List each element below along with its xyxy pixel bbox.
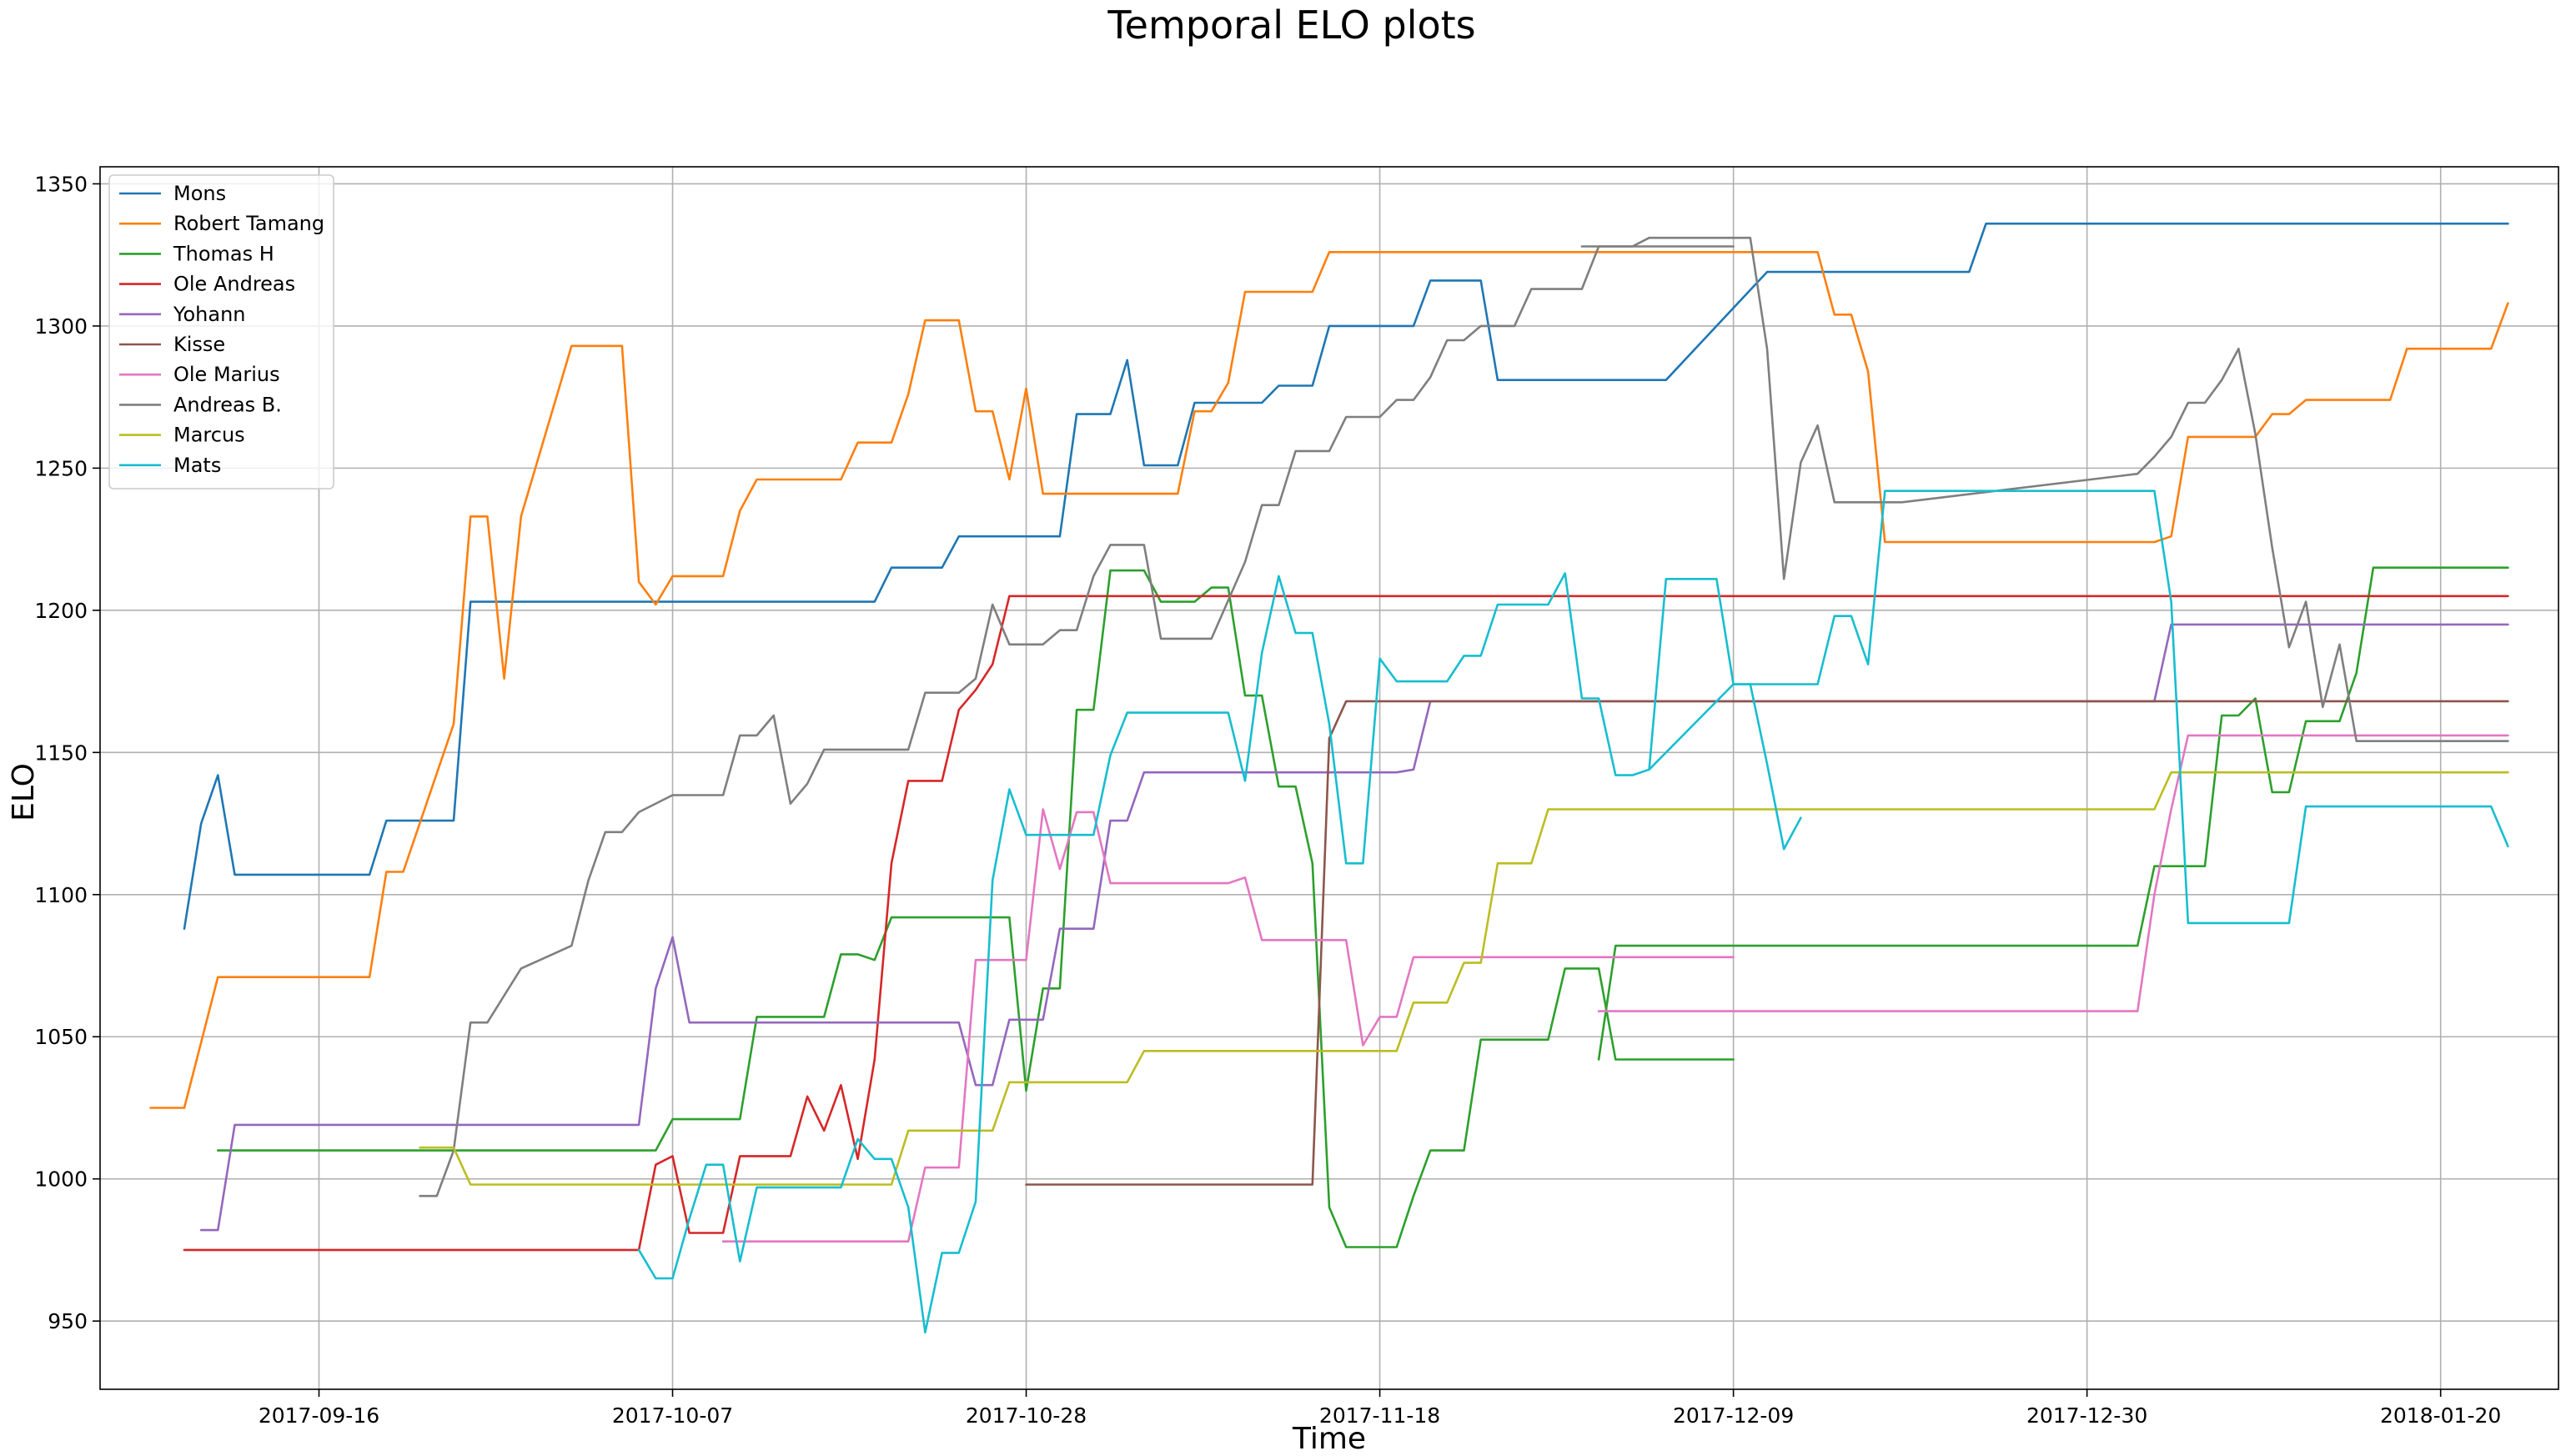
x-tick-label: 2017-10-07 bbox=[612, 1403, 733, 1428]
series-line-mats bbox=[637, 572, 1802, 1334]
legend-box bbox=[108, 174, 334, 490]
y-axis-ticks: 950 1000 1050 1100 1150 1200 1250 1300 1350 bbox=[34, 172, 100, 1333]
legend-entry: Thomas H bbox=[173, 242, 274, 265]
series-line-thomas-h bbox=[217, 569, 1735, 1248]
x-tick-label: 2017-11-18 bbox=[1319, 1403, 1440, 1428]
legend-entry: Ole Marius bbox=[173, 363, 280, 386]
y-tick-label: 1200 bbox=[34, 599, 88, 623]
legend-entry: Ole Andreas bbox=[173, 273, 295, 296]
y-tick-label: 1000 bbox=[34, 1167, 88, 1192]
series-line-mons bbox=[183, 222, 2509, 930]
y-tick-label: 1350 bbox=[34, 172, 88, 196]
series-line-kisse bbox=[1025, 700, 2509, 1186]
series-line-robert-tamang bbox=[149, 251, 2509, 1109]
series-line-andreas-b bbox=[419, 236, 2509, 1197]
series-line-ole-marius bbox=[721, 808, 1735, 1243]
grid-layer bbox=[100, 167, 2558, 1389]
x-tick-label: 2017-12-30 bbox=[2026, 1403, 2147, 1428]
y-tick-label: 1300 bbox=[34, 314, 88, 339]
series-layer bbox=[149, 222, 2509, 1334]
legend-entry: Mats bbox=[173, 454, 221, 477]
series-line-ole-andreas bbox=[183, 595, 2509, 1252]
x-axis-label: Time bbox=[1292, 1422, 1366, 1456]
plot-frame bbox=[99, 166, 2559, 1390]
legend-entry: Yohann bbox=[173, 303, 246, 326]
legend-entry: Marcus bbox=[173, 424, 245, 447]
y-axis-label: ELO bbox=[7, 763, 41, 821]
x-tick-label: 2017-12-09 bbox=[1673, 1403, 1794, 1428]
x-tick-label: 2017-10-28 bbox=[966, 1403, 1087, 1428]
series-line-mats bbox=[1648, 490, 2509, 925]
y-tick-label: 950 bbox=[48, 1309, 88, 1333]
x-tick-label: 2018-01-20 bbox=[2380, 1403, 2501, 1428]
series-line-ole-marius bbox=[1597, 734, 2509, 1012]
series-line-marcus bbox=[419, 771, 2509, 1186]
legend: Mons Robert Tamang Thomas H Ole Andreas Yoha… bbox=[108, 174, 334, 490]
y-tick-label: 1150 bbox=[34, 741, 88, 765]
series-line-yohann bbox=[199, 623, 2509, 1232]
y-tick-label: 1100 bbox=[34, 883, 88, 907]
legend-entry: Robert Tamang bbox=[173, 212, 324, 235]
legend-entry: Kisse bbox=[173, 333, 225, 356]
y-tick-label: 1250 bbox=[34, 456, 88, 480]
chart-title: Temporal ELO plots bbox=[1107, 3, 1475, 48]
legend-entry: Mons bbox=[173, 182, 226, 205]
x-tick-label: 2017-09-16 bbox=[259, 1403, 379, 1428]
series-line-thomas-h bbox=[1597, 566, 2509, 1061]
legend-entry: Andreas B. bbox=[173, 393, 282, 416]
x-axis-ticks: 2017-09-16 2017-10-07 2017-10-28 2017-11-18… bbox=[259, 1389, 2501, 1428]
y-tick-label: 1050 bbox=[34, 1025, 88, 1049]
